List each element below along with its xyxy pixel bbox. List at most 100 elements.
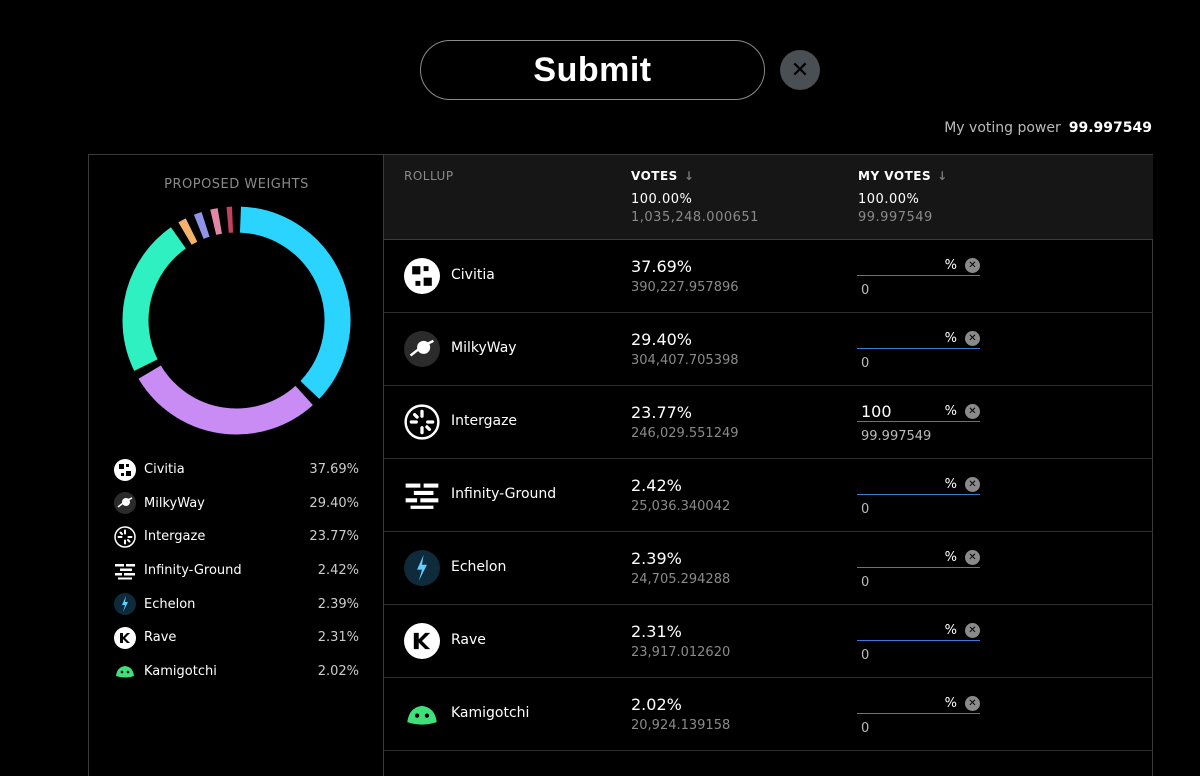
rollup-name: Civitia — [451, 267, 495, 283]
legend-item: Kamigotchi 2.02% — [114, 655, 359, 689]
rollup-name: Infinity-Ground — [451, 486, 557, 502]
my-vote-input[interactable]: % ✕ — [857, 255, 980, 276]
clear-icon[interactable]: ✕ — [965, 330, 980, 346]
votes-pct: 2.02% — [631, 695, 682, 714]
column-rollup-label: ROLLUP — [404, 169, 454, 183]
legend-name: MilkyWay — [144, 495, 205, 511]
clear-icon[interactable]: ✕ — [965, 476, 980, 492]
votes-pct: 2.31% — [631, 622, 682, 641]
weights-donut-chart — [122, 206, 351, 435]
table-row: Kamigotchi 2.02% 20,924.139158 % ✕ 0 — [384, 678, 1153, 751]
table-body: Civitia 37.69% 390,227.957896 % ✕ 0 Milk… — [384, 240, 1153, 751]
submit-button[interactable]: Submit — [420, 40, 765, 100]
legend-name: Echelon — [144, 596, 196, 612]
intergaze-icon — [114, 526, 136, 548]
close-icon: ✕ — [790, 57, 810, 83]
clear-icon[interactable]: ✕ — [965, 695, 980, 711]
proposed-weights-panel: PROPOSED WEIGHTS Civitia 37.69% MilkyWay… — [89, 155, 384, 776]
intergaze-icon — [404, 404, 440, 440]
civitia-icon — [404, 258, 440, 294]
clear-icon[interactable]: ✕ — [965, 622, 980, 638]
legend-item: Civitia 37.69% — [114, 453, 359, 487]
votes-pct: 29.40% — [631, 330, 693, 349]
civitia-icon — [114, 458, 136, 481]
votes-amount: 23,917.012620 — [631, 645, 731, 660]
votes-amount: 304,407.705398 — [631, 353, 739, 368]
column-my-votes-label: MY VOTES — [858, 169, 932, 183]
sort-arrow-icon[interactable]: ↓ — [937, 169, 948, 183]
my-vote-input[interactable]: % ✕ — [857, 474, 980, 495]
votes-amount: 390,227.957896 — [631, 280, 739, 295]
rave-icon — [114, 626, 136, 649]
votes-amount: 246,029.551249 — [631, 426, 739, 441]
table-row: MilkyWay 29.40% 304,407.705398 % ✕ 0 — [384, 313, 1153, 386]
proposed-weights-title: PROPOSED WEIGHTS — [164, 177, 309, 192]
donut-slice-echelon — [193, 211, 210, 239]
rollup-name: Kamigotchi — [451, 705, 530, 721]
votes-amount: 24,705.294288 — [631, 572, 731, 587]
table-row: Rave 2.31% 23,917.012620 % ✕ 0 — [384, 605, 1153, 678]
my-vote-input[interactable]: 100 % ✕ — [857, 401, 980, 422]
percent-unit: % — [944, 695, 957, 711]
clear-icon[interactable]: ✕ — [965, 549, 980, 565]
voting-power-label: My voting power — [944, 120, 1061, 136]
legend-name: Intergaze — [144, 529, 206, 545]
close-button[interactable]: ✕ — [780, 50, 820, 90]
votes-pct: 37.69% — [631, 257, 693, 276]
legend: Civitia 37.69% MilkyWay 29.40% Intergaze… — [114, 453, 359, 688]
table-header: ROLLUP VOTES ↓ 100.00% 1,035,248.000651 M… — [384, 155, 1153, 240]
donut-slice-rave — [210, 208, 223, 235]
column-my-votes[interactable]: MY VOTES ↓ 100.00% 99.997549 — [858, 169, 948, 225]
rollup-name: MilkyWay — [451, 340, 517, 356]
my-vote-amount: 99.997549 — [861, 429, 932, 444]
percent-unit: % — [944, 549, 957, 565]
legend-name: Infinity-Ground — [144, 563, 242, 579]
clear-icon[interactable]: ✕ — [965, 403, 980, 419]
rollup-name: Intergaze — [451, 413, 518, 429]
table-row: Infinity-Ground 2.42% 25,036.340042 % ✕ … — [384, 459, 1153, 532]
donut-slice-milkyway — [138, 365, 313, 435]
legend-name: Rave — [144, 630, 177, 646]
donut-slice-intergaze — [122, 227, 187, 371]
donut-slice-civitia — [239, 206, 351, 399]
votes-pct: 2.39% — [631, 549, 682, 568]
milkyway-icon — [404, 331, 440, 367]
kamigotchi-icon — [114, 660, 136, 682]
votes-amount: 20,924.139158 — [631, 718, 731, 733]
legend-pct: 37.69% — [309, 462, 359, 478]
my-vote-input[interactable]: % ✕ — [857, 328, 980, 349]
legend-pct: 23.77% — [309, 529, 359, 545]
legend-pct: 29.40% — [309, 495, 359, 511]
legend-item: Intergaze 23.77% — [114, 520, 359, 554]
my-vote-amount: 0 — [861, 502, 870, 517]
votes-total-pct: 100.00% — [631, 192, 693, 207]
rave-icon — [404, 623, 440, 659]
my-vote-amount: 0 — [861, 721, 870, 736]
milkyway-icon — [114, 492, 136, 515]
legend-item: MilkyWay 29.40% — [114, 487, 359, 521]
infinity-ground-icon — [114, 560, 136, 582]
rollup-table: ROLLUP VOTES ↓ 100.00% 1,035,248.000651 M… — [384, 155, 1153, 776]
my-vote-amount: 0 — [861, 575, 870, 590]
my-vote-amount: 0 — [861, 283, 870, 298]
percent-unit: % — [944, 476, 957, 492]
legend-item: Rave 2.31% — [114, 621, 359, 655]
rollup-name: Echelon — [451, 559, 507, 575]
my-vote-input-value[interactable]: 100 — [861, 401, 892, 421]
clear-icon[interactable]: ✕ — [965, 257, 980, 273]
my-vote-input[interactable]: % ✕ — [857, 547, 980, 568]
echelon-icon — [114, 593, 136, 616]
column-votes[interactable]: VOTES ↓ 100.00% 1,035,248.000651 — [631, 169, 759, 225]
table-row: Intergaze 23.77% 246,029.551249 100 % ✕ … — [384, 386, 1153, 459]
rollup-name: Rave — [451, 632, 486, 648]
voting-power: My voting power 99.997549 — [944, 120, 1152, 136]
my-vote-input[interactable]: % ✕ — [857, 693, 980, 714]
percent-unit: % — [944, 257, 957, 273]
my-vote-input[interactable]: % ✕ — [857, 620, 980, 641]
my-votes-total-amount: 99.997549 — [858, 210, 933, 225]
votes-pct: 23.77% — [631, 403, 693, 422]
voting-power-value: 99.997549 — [1068, 120, 1152, 136]
sort-arrow-icon[interactable]: ↓ — [683, 169, 695, 183]
vote-panel: PROPOSED WEIGHTS Civitia 37.69% MilkyWay… — [88, 154, 1153, 776]
table-row: Echelon 2.39% 24,705.294288 % ✕ 0 — [384, 532, 1153, 605]
